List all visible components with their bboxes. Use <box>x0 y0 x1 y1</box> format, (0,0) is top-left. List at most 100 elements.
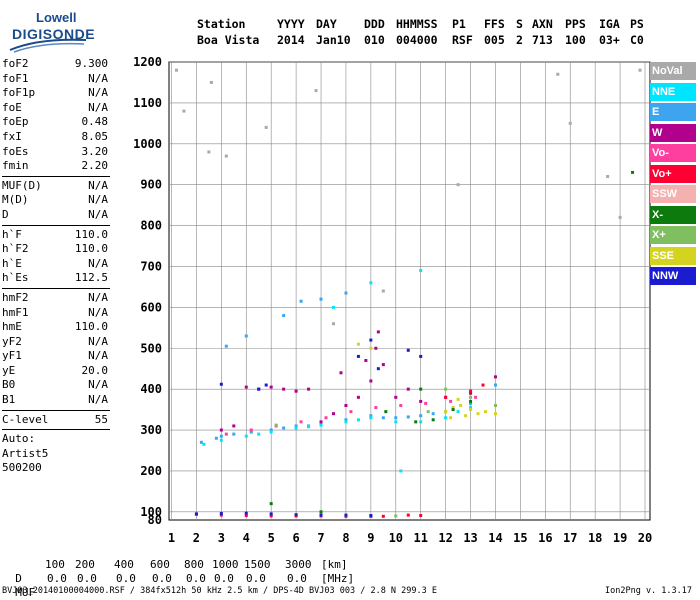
param-value: N/A <box>88 100 108 114</box>
d-value: 100 <box>45 558 65 571</box>
muf-label: MUF <box>15 586 36 599</box>
header-pps-label: PPS <box>565 17 586 31</box>
y-tick-label: 400 <box>140 382 162 396</box>
ionogram-chart: 1 2 3 4 5 6 7 8 9 10 11 12 13 14 15 16 17 18 19 20801002003… <box>133 55 652 545</box>
data-point <box>269 430 273 434</box>
param-value: 112.5 <box>74 271 108 285</box>
param-value: N/A <box>88 71 108 85</box>
header-ps-label: PS <box>630 17 644 31</box>
y-tick-label: 1000 <box>133 137 162 151</box>
data-point <box>356 354 360 358</box>
data-point <box>364 359 368 363</box>
d-row: D <box>2 558 22 586</box>
param-row: h`E N/A <box>2 257 110 272</box>
param-group-critical-frequencies: foF2 9.300 foF1 N/A foF1p N/A foE N/A foEp 0.48 fx… <box>2 57 110 174</box>
x-tick-label: 12 <box>438 531 452 545</box>
data-point <box>469 391 473 395</box>
legend-item-e: E <box>650 103 696 121</box>
data-point <box>444 387 448 391</box>
chart-grid <box>168 61 651 521</box>
y-tick-label: 100 <box>140 505 162 519</box>
data-point <box>202 442 206 446</box>
data-point <box>419 399 423 403</box>
param-key: yF2 <box>2 334 22 348</box>
param-key: foEp <box>2 115 29 129</box>
header-ffs-label: FFS <box>484 17 505 31</box>
y-tick-label: 80 <box>148 513 162 527</box>
data-point <box>481 383 485 387</box>
x-tick-label: 11 <box>413 531 427 545</box>
data-point <box>394 514 398 518</box>
param-key: D <box>2 207 9 221</box>
data-point <box>356 342 360 346</box>
muf-value: 0.0 <box>287 572 307 585</box>
param-key: M(D) <box>2 193 29 207</box>
y-tick-label: 800 <box>140 219 162 233</box>
data-point <box>469 395 473 399</box>
data-point <box>294 513 298 517</box>
param-value: N/A <box>88 207 108 221</box>
data-point <box>356 418 360 422</box>
legend-item-w: W <box>650 123 696 142</box>
data-point <box>419 269 423 273</box>
y-tick-label: 500 <box>140 341 162 355</box>
muf-value: 0.0 <box>214 572 234 585</box>
data-point <box>406 348 410 352</box>
param-row: hmE 110.0 <box>2 320 110 335</box>
param-value: 0.48 <box>81 115 109 129</box>
data-point <box>419 514 423 518</box>
param-key: h`F2 <box>2 242 29 256</box>
data-point <box>224 344 228 348</box>
param-divider <box>2 175 110 177</box>
header-hhmmss-label: HHMMSS <box>396 17 438 31</box>
legend: NoVal NNE E W Vo- Vo+ SSW X- X+ SSE NNW <box>650 62 696 288</box>
chart-points <box>174 68 642 518</box>
data-point <box>324 416 328 420</box>
data-point <box>299 299 303 303</box>
x-tick-label: 7 <box>317 531 324 545</box>
x-tick-label: 9 <box>367 531 374 545</box>
data-point <box>381 514 385 518</box>
x-tick-label: 8 <box>342 531 349 545</box>
param-key: foF2 <box>2 57 29 70</box>
auto-line1: Auto: <box>2 432 36 446</box>
parameter-table: foF2 9.300 foF1 N/A foF1p N/A foE N/A foEp 0.48 fx… <box>2 57 110 476</box>
header-yyyy-label: YYYY <box>277 17 305 31</box>
data-point <box>339 371 343 375</box>
header-ddd-label: DDD <box>364 17 385 31</box>
header-s-value: 2 <box>516 33 523 47</box>
data-point <box>431 412 435 416</box>
legend-item-sse: SSE <box>650 246 696 265</box>
param-group-profile: hmF2 N/A hmF1 N/A hmE 110.0 yF2 N/A yF1 N/A yE 20.0… <box>2 291 110 408</box>
data-point <box>356 395 360 399</box>
param-value: N/A <box>88 349 108 363</box>
param-row: B0 N/A <box>2 378 110 393</box>
footer-version: Ion2Png v. 1.3.17 <box>605 586 692 596</box>
auto-line2: Artist5 <box>2 446 49 460</box>
data-point <box>381 416 385 420</box>
data-point <box>381 363 385 367</box>
data-point <box>244 334 248 338</box>
d-value: 200 <box>75 558 95 571</box>
d-unit: [km] <box>321 558 348 571</box>
data-point <box>493 375 497 379</box>
param-row: foEp 0.48 <box>2 115 110 130</box>
param-key: h`Es <box>2 271 29 285</box>
data-point <box>376 367 380 371</box>
param-value: 55 <box>94 412 108 426</box>
data-point <box>264 125 268 129</box>
muf-value: 0.0 <box>152 572 172 585</box>
header-iga-value: 03+ <box>599 33 620 47</box>
param-group-muf: MUF(D) N/A M(D) N/A D N/A <box>2 179 110 223</box>
param-row: hmF2 N/A <box>2 291 110 306</box>
data-point <box>344 420 348 424</box>
data-point <box>219 434 223 438</box>
data-point <box>282 314 286 318</box>
x-tick-label: 10 <box>389 531 403 545</box>
data-point <box>374 406 378 410</box>
data-point <box>182 109 186 113</box>
data-point <box>232 424 236 428</box>
lowell-digisonde-logo: Lowell DIGISONDE <box>6 6 146 54</box>
param-value: 20.0 <box>81 363 109 377</box>
data-point <box>331 322 335 326</box>
